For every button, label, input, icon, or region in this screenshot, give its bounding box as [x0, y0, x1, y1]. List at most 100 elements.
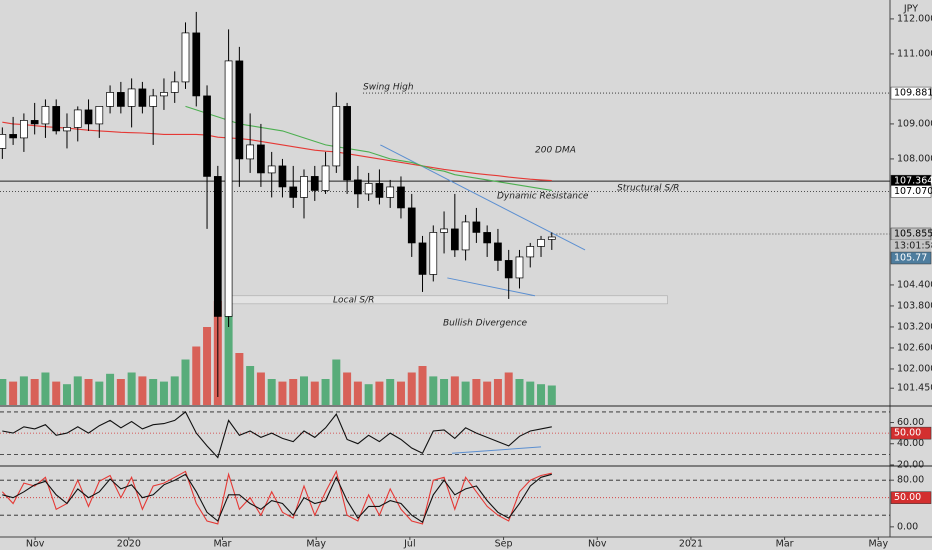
volume-bar: [515, 379, 524, 405]
volume-bar: [289, 379, 298, 405]
candle-body: [30, 120, 39, 125]
volume-bar: [396, 381, 405, 405]
candle-body: [310, 176, 319, 191]
candle-body: [472, 221, 481, 233]
candle-body: [9, 134, 17, 139]
candle-body: [235, 60, 244, 160]
volume-bar: [127, 372, 136, 405]
candle-body: [354, 179, 362, 195]
y-tick-label: 111.000: [897, 48, 932, 59]
volume-bar: [450, 376, 459, 405]
price-label-box: [890, 491, 932, 504]
candle-body: [321, 165, 330, 191]
volume-bar: [343, 372, 352, 405]
volume-bar: [353, 381, 362, 405]
candle-body: [526, 246, 535, 258]
candle-body: [257, 144, 265, 174]
y-tick-label: 0.00: [897, 521, 918, 532]
y-tick-label: 40.00: [897, 438, 924, 449]
volume-bar: [332, 359, 341, 405]
candle-body: [149, 95, 158, 107]
candle-body: [63, 127, 71, 132]
candle-body: [95, 106, 104, 125]
y-tick-label: 102.600: [897, 342, 932, 353]
countdown-box: [891, 239, 931, 251]
volume-bar: [73, 376, 82, 405]
annotation: Structural S/R: [617, 184, 679, 194]
y-tick-label: 101.450: [897, 383, 932, 394]
x-tick-label: Nov: [26, 539, 45, 550]
volume-bar: [483, 381, 492, 405]
candle-body: [84, 109, 93, 125]
x-tick-label: 2020: [117, 539, 141, 550]
candle-body: [41, 106, 50, 125]
y-tick-label: 109.000: [897, 118, 932, 129]
volume-bar: [321, 379, 330, 405]
candle-body: [386, 186, 395, 198]
candle-body: [160, 92, 168, 97]
candle-body: [429, 232, 438, 275]
x-tick-label: May: [306, 539, 326, 550]
candle-body: [117, 92, 125, 107]
annotation: Dynamic Resistance: [497, 192, 589, 202]
price-label-box: [890, 86, 932, 100]
volume-bar: [429, 376, 438, 405]
candle-body: [364, 183, 373, 195]
trendline: [380, 144, 586, 251]
candle-body: [192, 32, 201, 97]
volume-bar: [461, 381, 470, 405]
volume-bar: [138, 376, 147, 405]
volume-bar: [440, 379, 449, 405]
candle-body: [375, 183, 384, 198]
candle-body: [407, 207, 416, 244]
price-label: 107.364: [894, 176, 932, 187]
volume-bar: [504, 372, 513, 405]
candle-body: [138, 88, 147, 107]
volume-bar: [300, 376, 309, 405]
candle-body: [515, 256, 524, 279]
volume-bar: [267, 379, 276, 405]
candle-body: [418, 242, 427, 275]
volume-bar: [407, 372, 416, 405]
volume-bar: [386, 379, 395, 405]
price-label: 50.00: [894, 492, 921, 503]
volume-bar: [0, 379, 7, 405]
volume-bar: [547, 385, 556, 405]
volume-bar: [106, 373, 115, 405]
series-line: [2, 473, 552, 524]
x-tick-label: Sep: [495, 539, 513, 550]
annotation: Bullish Divergence: [443, 319, 528, 329]
candle-body: [537, 239, 545, 247]
y-tick-label: 103.800: [897, 300, 932, 311]
candle-body: [213, 176, 222, 317]
y-tick-label: 20.00: [897, 459, 924, 470]
volume-bar: [181, 359, 190, 405]
candle-body: [127, 88, 136, 107]
price-label: 105.77: [894, 252, 927, 263]
volume-bar: [537, 384, 546, 405]
series-line: [185, 105, 552, 191]
annotation: 200 DMA: [535, 146, 576, 156]
candle-body: [267, 165, 276, 174]
price-label-box: [890, 251, 932, 265]
volume-bar: [170, 376, 179, 405]
volume-bar: [19, 376, 28, 405]
price-label: 50.00: [894, 428, 921, 439]
y-tick-label: 104.400: [897, 279, 932, 290]
x-tick-label: May: [868, 539, 888, 550]
candle-body: [20, 120, 28, 139]
volume-bar: [41, 372, 50, 405]
candle-body: [73, 109, 82, 128]
support-zone: [231, 295, 668, 305]
price-label-box: [890, 185, 932, 198]
candle-body: [170, 81, 179, 93]
x-tick-label: Jul: [403, 539, 415, 550]
volume-bar: [246, 366, 255, 405]
candle-body: [397, 186, 405, 209]
y-tick-label: 112.000: [897, 13, 932, 24]
candle-body: [52, 106, 61, 132]
price-label-box: [890, 426, 932, 440]
y-tick-label: 108.000: [897, 153, 932, 164]
